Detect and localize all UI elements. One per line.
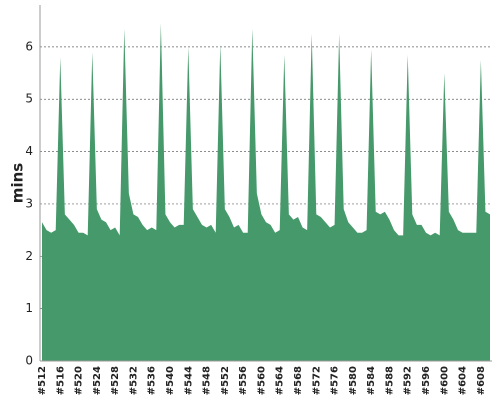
x-tick-label: #604 <box>458 366 469 395</box>
y-tick-label: 2 <box>25 249 33 263</box>
x-tick-label: #516 <box>55 366 66 395</box>
x-tick-label: #544 <box>183 366 194 395</box>
x-tick-label: #560 <box>256 366 267 395</box>
x-tick-label: #512 <box>37 366 48 395</box>
x-tick-label: #556 <box>238 366 249 395</box>
x-tick-label: #576 <box>330 366 341 395</box>
x-tick-label: #608 <box>476 366 487 395</box>
x-tick-label: #588 <box>384 366 395 395</box>
y-tick-label: 5 <box>25 92 33 106</box>
x-tick-label: #528 <box>110 366 121 395</box>
x-tick-label: #580 <box>348 366 359 395</box>
x-tick-label: #572 <box>311 366 322 395</box>
x-tick-label: #548 <box>202 366 213 395</box>
x-tick-label: #592 <box>403 366 414 395</box>
y-axis-label: mins <box>9 163 27 203</box>
x-tick-label: #564 <box>275 366 286 395</box>
y-tick-label: 6 <box>25 39 33 53</box>
x-tick-label: #536 <box>147 366 158 395</box>
x-tick-label: #524 <box>92 366 103 395</box>
x-tick-label: #596 <box>421 366 432 395</box>
x-tick-label: #568 <box>293 366 304 395</box>
x-tick-label: #600 <box>439 366 450 395</box>
y-tick-label: 3 <box>25 196 33 210</box>
x-tick-label: #584 <box>366 366 377 395</box>
x-tick-label: #532 <box>128 366 139 395</box>
y-tick-label: 1 <box>25 301 33 315</box>
x-tick-label: #540 <box>165 366 176 395</box>
y-tick-label: 0 <box>25 354 33 368</box>
x-tick-label: #520 <box>74 366 85 395</box>
y-tick-label: 4 <box>25 144 33 158</box>
x-tick-label: #552 <box>220 366 231 395</box>
area <box>42 23 490 362</box>
